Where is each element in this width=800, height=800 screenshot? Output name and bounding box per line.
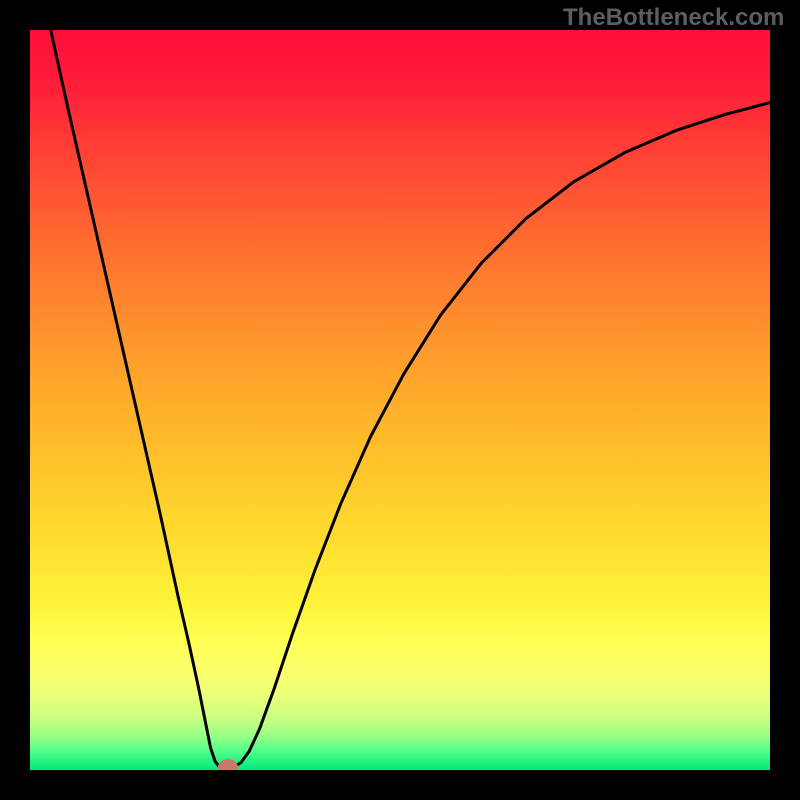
- bottleneck-curve: [30, 30, 770, 770]
- watermark-text: TheBottleneck.com: [563, 4, 784, 32]
- minimum-marker: [218, 759, 238, 770]
- plot-area: [30, 30, 770, 770]
